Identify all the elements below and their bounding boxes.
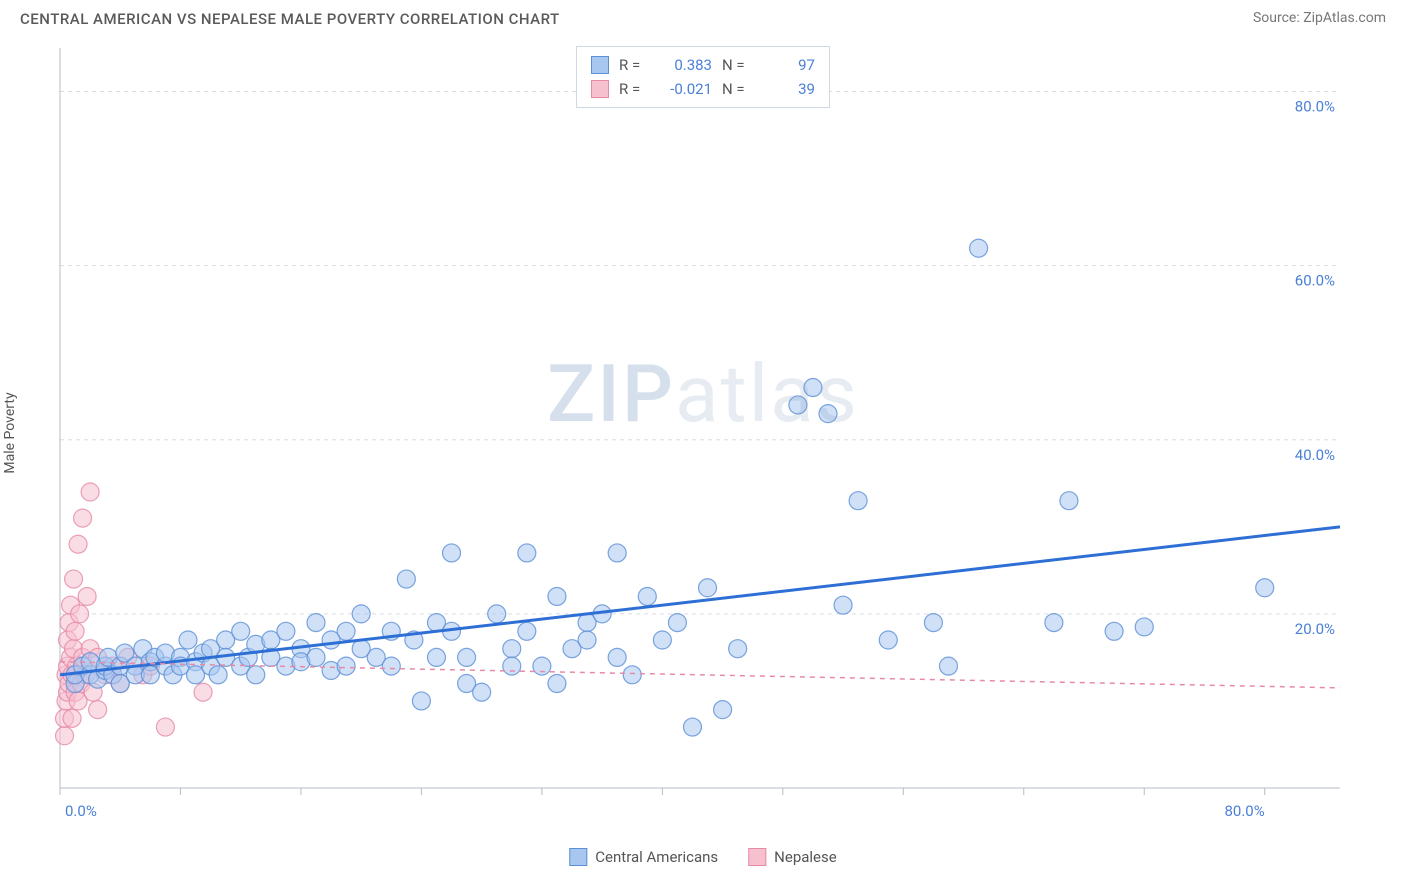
svg-text:80.0%: 80.0% xyxy=(1295,98,1335,116)
source-label: Source: xyxy=(1253,10,1303,26)
n-value-0: 97 xyxy=(760,53,815,77)
r-value-1: -0.021 xyxy=(657,77,712,101)
series-legend: Central Americans Nepalese xyxy=(569,848,836,866)
source-attribution: Source: ZipAtlas.com xyxy=(1253,10,1386,26)
scatter-chart: 20.0% 40.0% 60.0% 80.0% 0.0% 80.0% xyxy=(40,38,1366,828)
stats-legend: R = 0.383 N = 97 R = -0.021 N = 39 xyxy=(576,46,830,108)
swatch-series-0 xyxy=(591,56,609,74)
svg-text:20.0%: 20.0% xyxy=(1295,620,1335,638)
y-axis-label: Male Poverty xyxy=(2,392,18,473)
svg-text:80.0%: 80.0% xyxy=(1224,802,1264,820)
legend-item-0: Central Americans xyxy=(569,848,718,866)
n-label-0: N = xyxy=(722,53,750,77)
r-label-0: R = xyxy=(619,53,647,77)
swatch-series-1 xyxy=(591,80,609,98)
r-value-0: 0.383 xyxy=(657,53,712,77)
svg-text:60.0%: 60.0% xyxy=(1295,272,1335,290)
stats-row-series-1: R = -0.021 N = 39 xyxy=(591,77,815,101)
source-name: ZipAtlas.com xyxy=(1303,10,1386,26)
legend-label-1: Nepalese xyxy=(774,848,837,866)
legend-item-1: Nepalese xyxy=(748,848,837,866)
legend-swatch-0 xyxy=(569,848,587,866)
n-label-1: N = xyxy=(722,77,750,101)
chart-container: Male Poverty 20.0%40.0%60.0%80.0%0.0%80.… xyxy=(40,38,1366,828)
r-label-1: R = xyxy=(619,77,647,101)
stats-row-series-0: R = 0.383 N = 97 xyxy=(591,53,815,77)
svg-text:40.0%: 40.0% xyxy=(1295,446,1335,464)
n-value-1: 39 xyxy=(760,77,815,101)
svg-text:0.0%: 0.0% xyxy=(65,802,97,820)
legend-swatch-1 xyxy=(748,848,766,866)
chart-title: CENTRAL AMERICAN VS NEPALESE MALE POVERT… xyxy=(20,10,560,28)
legend-label-0: Central Americans xyxy=(595,848,718,866)
